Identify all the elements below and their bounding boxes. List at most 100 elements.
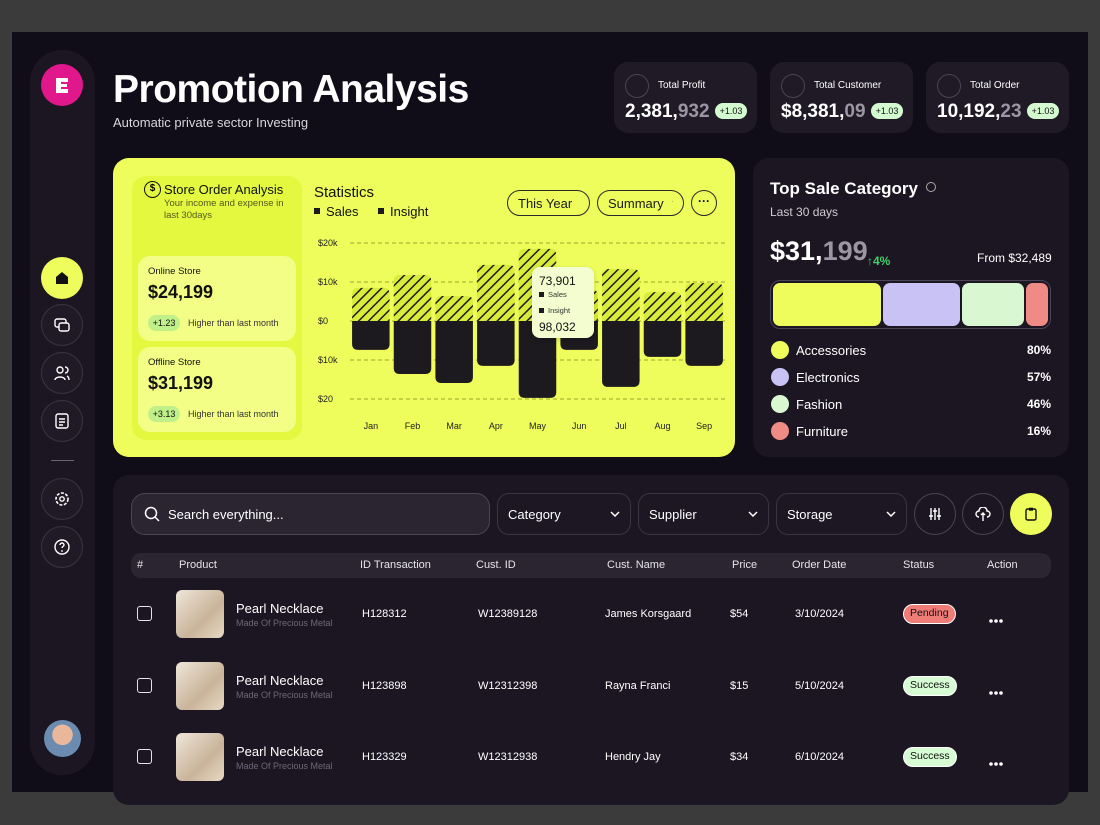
kpi-value-dim: 23	[1000, 101, 1022, 122]
category-percent: 46%	[1026, 397, 1051, 411]
filter-label: This Year	[518, 195, 573, 211]
kpi-value: $8,381,09	[781, 101, 866, 123]
logo-icon	[56, 78, 68, 93]
kpi-value: 2,381,932	[625, 101, 710, 123]
user-avatar[interactable]	[44, 720, 81, 757]
store-label: Offline Store	[148, 357, 201, 368]
filter-summary[interactable]: Summary	[597, 190, 684, 216]
kpi-change: +1.03	[871, 103, 903, 119]
category-name: Accessories	[796, 343, 867, 358]
bar	[393, 321, 432, 375]
row-checkbox[interactable]	[137, 749, 152, 764]
price: $54	[730, 608, 749, 620]
nav-documents[interactable]	[41, 400, 83, 442]
top-sale-from: From $32,489	[977, 251, 1052, 265]
bar	[477, 321, 515, 366]
category-icon	[771, 368, 789, 386]
messages-icon	[54, 318, 70, 332]
growth-value: 4%	[873, 254, 891, 268]
order-date: 3/10/2024	[795, 608, 844, 620]
order-date: 5/10/2024	[795, 679, 844, 692]
nav-home[interactable]	[41, 257, 83, 299]
nav-messages[interactable]	[41, 304, 83, 346]
row-action[interactable]	[988, 754, 1004, 766]
filter-dropdown[interactable]: Category	[497, 493, 631, 535]
y-tick-label: $20	[318, 394, 333, 404]
x-tick-label: Jul	[615, 421, 627, 431]
settings-icon	[55, 492, 69, 506]
chevron	[748, 511, 758, 517]
nav-users[interactable]	[41, 352, 83, 394]
kpi-label: Total Order	[970, 80, 1020, 91]
table-header	[131, 553, 1051, 578]
y-tick-label: $10k	[318, 277, 338, 287]
filter-dropdown[interactable]: Storage	[776, 493, 907, 535]
more-button[interactable]: ···	[691, 190, 717, 216]
search-icon	[144, 506, 160, 522]
store-value: $24,199	[148, 282, 214, 302]
column-header: Order Date	[792, 559, 847, 571]
top-sale-growth: ↑4%	[867, 254, 891, 268]
x-tick-label: Jan	[364, 421, 379, 431]
statistics-chart: $20k $10k $0 $10k $20 Jan Feb Mar Apr May Jun Jul Au…	[318, 238, 725, 431]
info-icon	[926, 182, 936, 192]
bar	[352, 287, 390, 321]
product-name: Pearl Necklace	[236, 672, 324, 688]
bar	[685, 283, 723, 321]
row-checkbox[interactable]	[137, 606, 152, 621]
category-icon	[771, 395, 789, 413]
kpi-label: Total Profit	[658, 80, 706, 91]
kpi-label: Total Customer	[814, 80, 882, 91]
category-stacked-bar	[770, 280, 1051, 329]
column-header: Status	[903, 559, 935, 571]
store-title: Store Order Analysis	[164, 182, 284, 197]
upload-button[interactable]	[962, 493, 1004, 535]
store-description: Your income and expense in last 30days	[164, 198, 284, 221]
tooltip-insight-label: Insight	[548, 306, 571, 315]
amount-dim: 199	[822, 236, 868, 266]
nav-help[interactable]	[41, 526, 83, 568]
column-header: Action	[987, 559, 1018, 571]
row-checkbox[interactable]	[137, 677, 152, 693]
x-tick-label: Apr	[489, 421, 503, 431]
logo[interactable]	[41, 64, 83, 106]
row-action[interactable]	[988, 683, 1004, 695]
kpi-icon	[625, 74, 649, 98]
clipboard-button[interactable]	[1010, 493, 1052, 535]
dollar-icon: $	[144, 181, 161, 198]
tooltip-sales-value: 73,901	[539, 274, 576, 288]
y-tick-label: $20k	[318, 238, 338, 248]
chevron	[610, 511, 620, 517]
product-name: Pearl Necklace	[236, 601, 324, 616]
users-icon	[54, 366, 70, 381]
bar	[435, 321, 473, 384]
transaction-id: H128312	[362, 608, 407, 620]
filter-settings-button[interactable]	[914, 493, 956, 535]
filter-dropdown[interactable]: Supplier	[638, 493, 769, 535]
customer-name: Hendry Jay	[605, 751, 661, 763]
store-change: +1.23	[148, 315, 180, 331]
upload-icon	[975, 507, 991, 521]
dropdown-label: Storage	[787, 506, 833, 522]
dropdown-label: Category	[508, 506, 561, 522]
bar	[393, 274, 432, 321]
category-segment	[962, 283, 1025, 326]
product-detail: Made Of Precious Metal	[236, 618, 333, 628]
kpi-value: 10,192,23	[937, 101, 1022, 123]
status-badge: Success	[903, 675, 957, 696]
customer-name: Rayna Franci	[605, 679, 671, 692]
kpi-icon	[937, 74, 961, 98]
category-segment	[883, 283, 961, 326]
nav-settings[interactable]	[41, 478, 83, 520]
row-action[interactable]	[988, 611, 1004, 623]
bar	[685, 321, 723, 366]
category-name: Electronics	[796, 370, 860, 385]
product-detail: Made Of Precious Metal	[236, 761, 333, 771]
search-box[interactable]: Search everything...	[131, 493, 490, 535]
kpi-value-main: 2,381,	[625, 101, 678, 122]
filter-year[interactable]: This Year	[507, 190, 590, 216]
clipboard-icon	[1025, 507, 1037, 521]
x-tick-label: Aug	[654, 421, 670, 431]
column-header: #	[137, 559, 144, 571]
